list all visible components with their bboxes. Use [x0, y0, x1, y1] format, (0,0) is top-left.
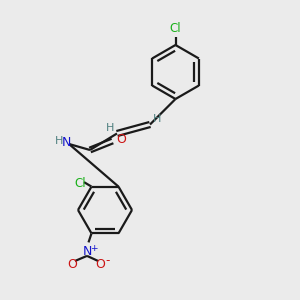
Text: Cl: Cl: [74, 176, 86, 190]
Text: -: -: [106, 254, 110, 268]
Text: +: +: [90, 244, 98, 253]
Text: O: O: [68, 258, 77, 271]
Text: H: H: [55, 136, 64, 146]
Text: Cl: Cl: [170, 22, 181, 34]
Text: O: O: [116, 133, 126, 146]
Text: O: O: [96, 258, 105, 271]
Text: N: N: [82, 245, 92, 259]
Text: N: N: [62, 136, 71, 149]
Text: H: H: [106, 123, 115, 133]
Text: H: H: [152, 114, 161, 124]
